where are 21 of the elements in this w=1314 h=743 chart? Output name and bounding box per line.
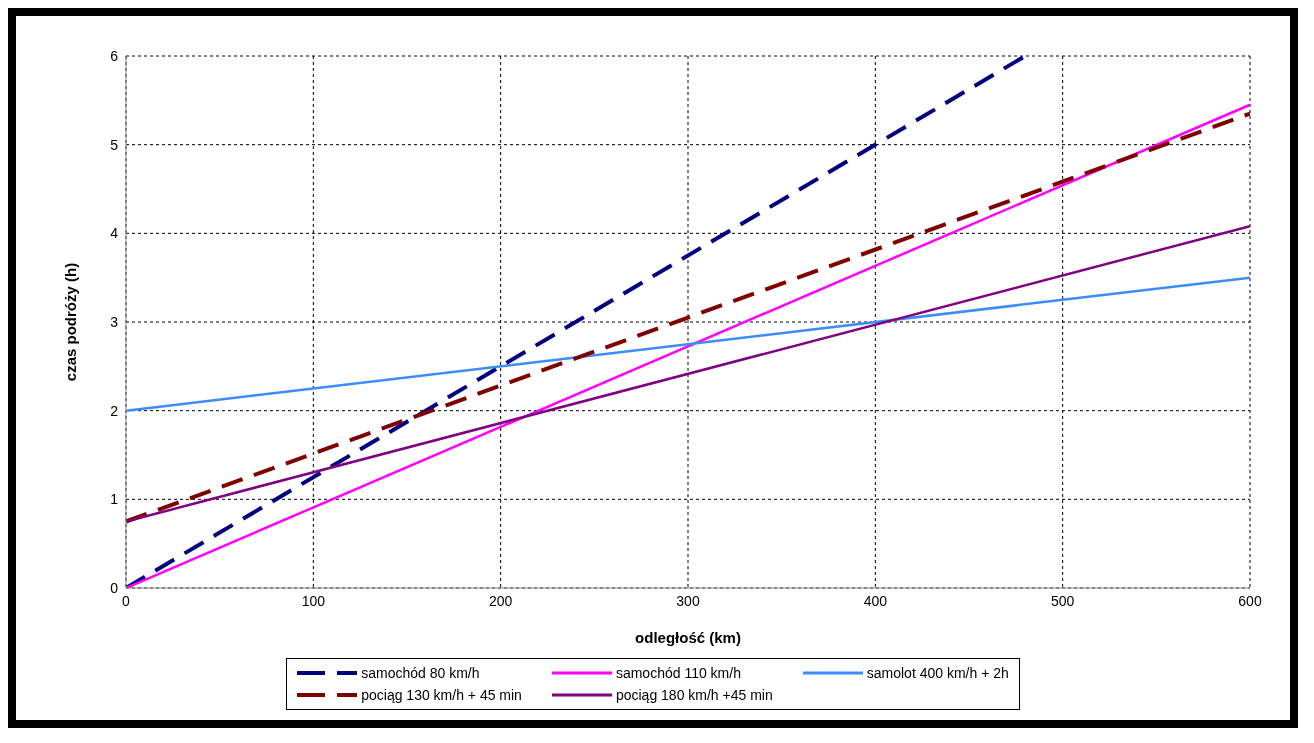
x-tick-label: 200 [488, 592, 513, 609]
x-tick-label: 100 [301, 592, 326, 609]
y-tick-label: 4 [110, 225, 119, 242]
y-axis-title: czas podróży (h) [62, 262, 80, 382]
x-tick-label: 0 [122, 592, 131, 609]
y-tick-label: 1 [110, 491, 119, 508]
y-tick-label: 0 [110, 579, 119, 596]
legend-label: pociąg 130 km/h + 45 min [361, 687, 522, 703]
legend-label: samolot 400 km/h + 2h [866, 665, 1009, 681]
legend-label: samochód 110 km/h [615, 665, 741, 681]
x-axis-title: odległość (km) [635, 629, 741, 646]
y-tick-label: 2 [110, 402, 119, 419]
x-tick-label: 500 [1050, 592, 1075, 609]
legend-label: pociąg 180 km/h +45 min [615, 687, 773, 703]
y-tick-label: 3 [110, 313, 119, 330]
x-tick-label: 400 [863, 592, 888, 609]
legend-label: samochód 80 km/h [361, 665, 480, 681]
x-tick-label: 300 [676, 592, 700, 609]
y-tick-label: 6 [110, 47, 119, 64]
x-tick-label: 600 [1238, 592, 1262, 609]
y-tick-label: 5 [110, 136, 119, 153]
